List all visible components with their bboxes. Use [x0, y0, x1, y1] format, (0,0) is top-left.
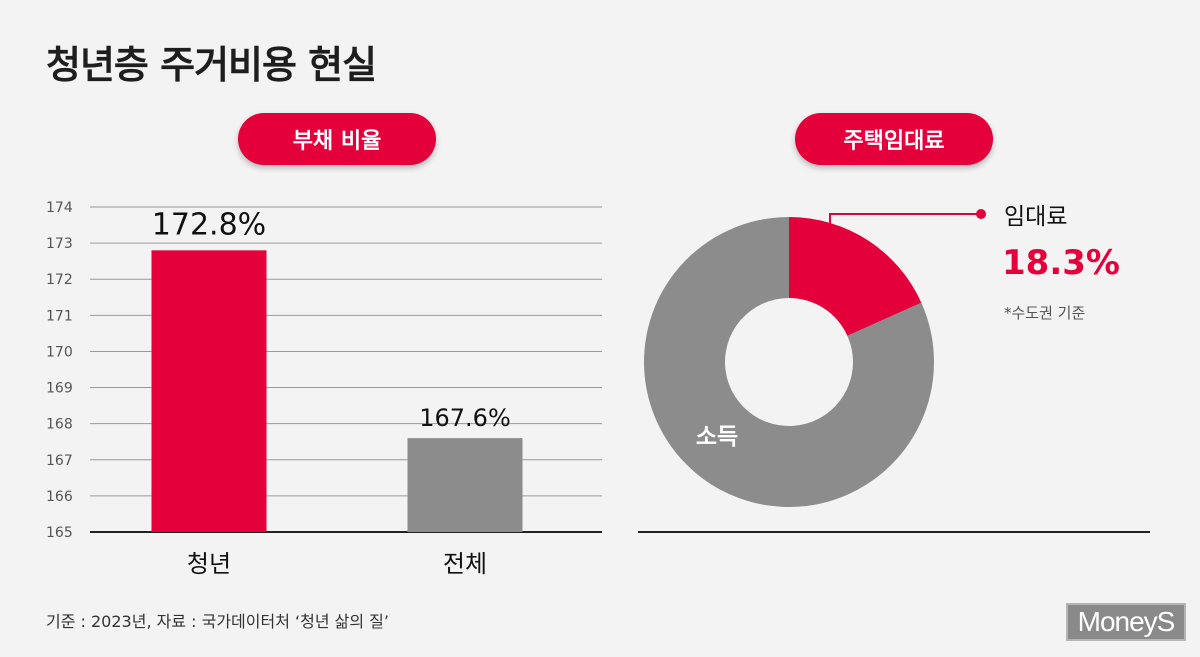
- bar-total: [407, 438, 523, 532]
- income-slice: [644, 217, 935, 507]
- y-tick-label: 174: [46, 200, 73, 216]
- x-category-label: 전체: [443, 550, 487, 578]
- source-footnote: 기준 : 2023년, 자료 : 국가데이터처 ‘청년 삶의 질’: [46, 612, 389, 631]
- y-tick-label: 167: [46, 453, 73, 469]
- income-label: 소득: [696, 424, 738, 450]
- y-tick-label: 168: [46, 417, 73, 433]
- debt-ratio-label: 부채 비율: [238, 113, 436, 165]
- y-tick-label: 166: [46, 489, 73, 505]
- x-category-label: 청년: [187, 550, 231, 578]
- bar-chart-labels: 172.8% 청년 167.6% 전체: [152, 207, 511, 578]
- region-note: *수도권 기준: [1004, 304, 1085, 322]
- y-tick-label: 165: [46, 525, 73, 541]
- y-tick-label: 169: [46, 381, 73, 397]
- y-tick-label: 173: [46, 236, 73, 252]
- bar-value-label: 172.8%: [152, 207, 266, 242]
- bar-youth: [151, 250, 267, 533]
- page-title: 청년층 주거비용 현실: [46, 43, 377, 87]
- callout-line: [829, 213, 980, 236]
- housing-rent-label: 주택임대료: [795, 113, 993, 165]
- y-tick-label: 172: [46, 272, 73, 288]
- rent-slice: [789, 217, 922, 336]
- y-tick-label: 170: [46, 344, 73, 360]
- bar-value-label: 167.6%: [419, 404, 511, 432]
- rent-value-label: 18.3%: [1002, 243, 1120, 283]
- rent-label: 임대료: [1004, 204, 1067, 230]
- bar-chart-y-ticks: 165 166 167 168 169 170 171 172 173 174: [46, 200, 73, 541]
- y-tick-label: 171: [46, 308, 73, 324]
- bar-chart-bars: [151, 250, 523, 533]
- moneys-logo: MoneyS: [1066, 603, 1186, 641]
- callout-dot: [976, 209, 986, 219]
